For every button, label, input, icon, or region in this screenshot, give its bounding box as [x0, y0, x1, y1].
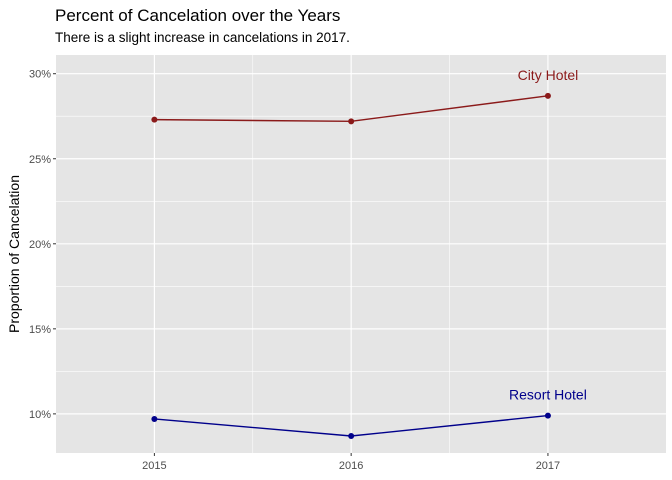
y-tick-label: 20%: [29, 239, 51, 251]
x-tick-label: 2017: [536, 460, 560, 472]
resort-hotel-label: Resort Hotel: [509, 387, 587, 403]
x-tick-label: 2015: [142, 460, 166, 472]
y-tick-label: 25%: [29, 154, 51, 166]
y-tick-label: 30%: [29, 69, 51, 81]
x-tick-label: 2016: [339, 460, 363, 472]
city-hotel-point: [544, 92, 551, 99]
minor-gridlines: [56, 55, 666, 453]
y-tick-label: 10%: [29, 409, 51, 421]
y-tick-label: 15%: [29, 324, 51, 336]
series-layer: City Hotel Resort Hotel: [151, 67, 587, 439]
major-gridlines: [56, 55, 666, 453]
chart-subtitle: There is a slight increase in cancelatio…: [55, 30, 350, 45]
city-hotel-point: [151, 116, 158, 123]
city-hotel-point: [348, 118, 355, 125]
y-axis: 10% 15% 20% 25% 30%: [29, 69, 56, 421]
resort-hotel-point: [151, 415, 158, 422]
plot-panel: [56, 55, 666, 453]
resort-hotel-point: [348, 432, 355, 439]
y-axis-title: Proportion of Cancelation: [6, 175, 22, 333]
chart-title: Percent of Cancelation over the Years: [55, 6, 340, 25]
resort-hotel-point: [544, 412, 551, 419]
city-hotel-label: City Hotel: [518, 67, 579, 83]
x-axis: 2015 2016 2017: [142, 453, 560, 472]
